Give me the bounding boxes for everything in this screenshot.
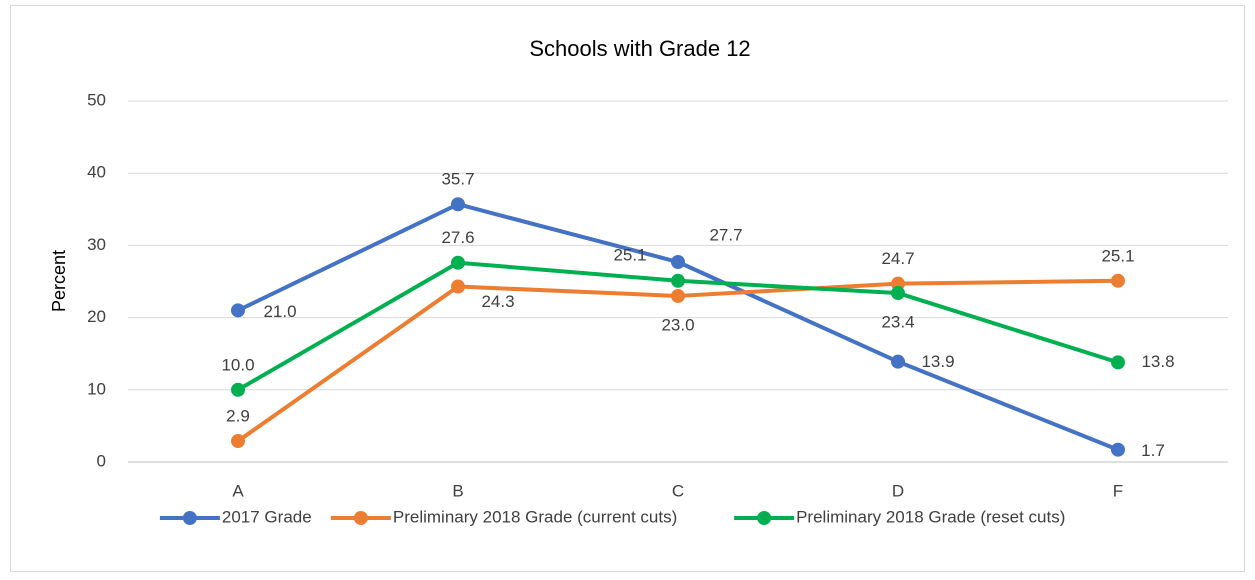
x-tick-label: C	[672, 481, 684, 500]
data-point	[231, 303, 245, 318]
data-label: 25.1	[613, 245, 646, 264]
y-axis-title: Percent	[49, 250, 69, 312]
data-label: 24.7	[881, 249, 914, 268]
data-point	[451, 197, 465, 212]
data-point	[451, 279, 465, 294]
data-label: 24.3	[481, 292, 514, 311]
data-label: 25.1	[1101, 246, 1134, 265]
data-point	[231, 434, 245, 449]
x-tick-label: F	[1113, 481, 1123, 500]
data-label: 10.0	[221, 355, 254, 374]
data-label: 21.0	[263, 302, 296, 321]
x-tick-label: D	[892, 481, 904, 500]
data-point	[671, 255, 685, 270]
y-tick-label: 10	[87, 379, 106, 398]
data-label: 27.7	[709, 225, 742, 244]
data-point	[671, 273, 685, 288]
chart-border	[10, 5, 1245, 572]
x-tick-label: A	[232, 481, 244, 500]
x-tick-label: B	[452, 481, 463, 500]
data-label: 1.7	[1141, 441, 1165, 460]
y-tick-label: 20	[87, 307, 106, 326]
data-point	[1111, 273, 1125, 288]
y-tick-label: 30	[87, 235, 106, 254]
data-label: 23.0	[661, 315, 694, 334]
data-point	[231, 382, 245, 397]
data-point	[1111, 442, 1125, 457]
data-label: 13.8	[1141, 352, 1174, 371]
y-tick-label: 40	[87, 163, 106, 182]
legend-marker	[757, 511, 772, 525]
data-point	[891, 354, 905, 369]
chart-title: Schools with Grade 12	[529, 36, 750, 61]
data-point	[891, 286, 905, 301]
data-label: 35.7	[441, 170, 474, 189]
data-label: 13.9	[921, 352, 954, 371]
legend-label: Preliminary 2018 Grade (current cuts)	[393, 507, 677, 526]
data-point	[1111, 355, 1125, 370]
legend-label: Preliminary 2018 Grade (reset cuts)	[796, 507, 1065, 526]
data-point	[451, 255, 465, 270]
y-tick-label: 50	[87, 90, 106, 109]
legend-marker	[182, 511, 197, 525]
data-label: 2.9	[226, 407, 250, 426]
data-label: 27.6	[441, 228, 474, 247]
y-tick-label: 0	[97, 451, 106, 470]
legend-marker	[353, 511, 368, 525]
data-label: 23.4	[881, 313, 914, 332]
data-point	[671, 288, 685, 303]
legend-label: 2017 Grade	[222, 507, 312, 526]
